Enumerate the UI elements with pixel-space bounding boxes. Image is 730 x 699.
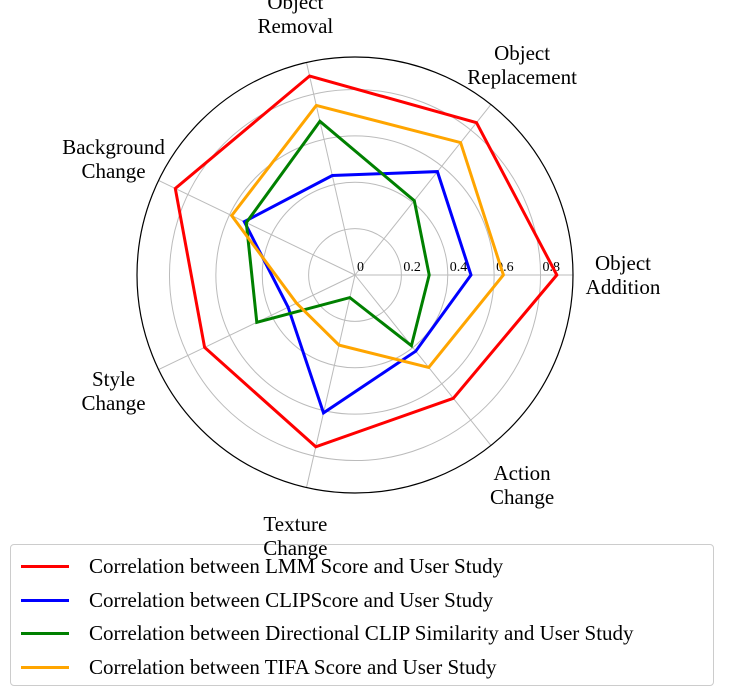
legend-label: Correlation between TIFA Score and User … [89, 654, 497, 679]
r-tick-label: 0 [357, 260, 364, 275]
category-label: Object Replacement [467, 41, 577, 90]
r-tick-label: 0.4 [450, 260, 468, 275]
series-line [229, 103, 506, 370]
legend-swatch [21, 665, 69, 669]
spoke [306, 62, 356, 276]
category-label: Texture Change [263, 512, 328, 561]
category-label: Object Addition [585, 251, 661, 299]
legend-swatch [21, 632, 69, 636]
series-line [173, 74, 559, 449]
legend-entry: Correlation between LMM Score and User S… [11, 550, 713, 584]
legend: Correlation between LMM Score and User S… [10, 544, 714, 686]
legend-label: Correlation between CLIPScore and User S… [89, 587, 494, 612]
series-line [242, 170, 473, 416]
spoke [354, 104, 492, 276]
legend-entry: Correlation between Directional CLIP Sim… [11, 617, 713, 651]
spoke [306, 274, 356, 488]
spoke [354, 274, 492, 446]
legend-label: Correlation between LMM Score and User S… [89, 554, 504, 579]
category-label: Style Change [81, 367, 146, 416]
legend-swatch [21, 598, 69, 602]
legend-entry: Correlation between TIFA Score and User … [11, 651, 713, 685]
legend-swatch [21, 565, 69, 569]
category-label: Background Change [62, 134, 165, 183]
r-tick-label: 0.2 [403, 260, 421, 275]
legend-entry: Correlation between CLIPScore and User S… [11, 584, 713, 618]
series-line [244, 119, 431, 349]
category-label: Object Removal [257, 0, 334, 38]
outer-frame [136, 56, 574, 494]
legend-label: Correlation between Directional CLIP Sim… [89, 621, 634, 646]
spoke [158, 179, 356, 276]
category-label: Action Change [490, 460, 555, 509]
